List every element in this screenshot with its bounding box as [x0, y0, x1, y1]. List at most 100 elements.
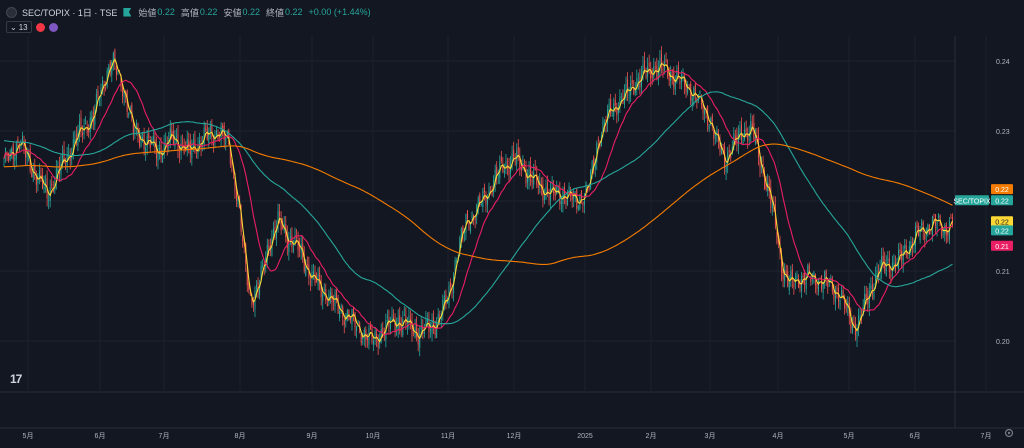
candle-body [685, 83, 687, 93]
candle-body [75, 134, 77, 144]
candle-body [938, 214, 940, 218]
candle-body [80, 117, 82, 129]
candle-body [859, 315, 861, 317]
candle-body [770, 187, 772, 205]
candle-body [947, 232, 949, 236]
y-tick-label: 0.23 [996, 129, 1010, 136]
candle-body [357, 321, 359, 323]
candle-body [166, 144, 168, 148]
candle-body [793, 284, 795, 287]
candle-body [494, 169, 496, 185]
candle-body [950, 217, 952, 219]
candle-body [751, 123, 753, 127]
candle-body [188, 140, 190, 146]
candle-body [902, 251, 904, 265]
candle-body [182, 142, 184, 144]
candle-body [764, 175, 766, 189]
candle-body [35, 176, 37, 185]
candle-body [814, 274, 816, 286]
candle-body [443, 295, 445, 304]
candle-body [434, 327, 436, 335]
candle-body [593, 157, 595, 167]
x-tick-label: 10月 [366, 432, 381, 440]
candle-body [240, 205, 242, 232]
x-tick-label: 11月 [441, 432, 455, 440]
candle-body [818, 278, 820, 292]
candle-body [642, 64, 644, 77]
candle-body [135, 123, 137, 128]
candle-body [741, 124, 743, 140]
candle-body [169, 128, 171, 141]
candle-body [918, 226, 920, 237]
candle-body [289, 236, 291, 238]
candle-body [180, 143, 182, 153]
candle-body [32, 168, 34, 178]
candle-body [68, 152, 70, 154]
candle-body [907, 257, 909, 259]
candle-body [266, 244, 268, 260]
candle-body [714, 134, 716, 137]
candle-body [894, 262, 896, 271]
candle-body [893, 261, 895, 266]
candle-body [591, 161, 593, 174]
candle-body [543, 196, 545, 201]
candle-body [567, 193, 569, 205]
candle-body [149, 142, 151, 149]
candle-body [152, 135, 154, 143]
candle-body [408, 315, 410, 322]
candle-body [106, 70, 108, 87]
gear-icon[interactable] [1004, 428, 1014, 438]
candle-body [460, 228, 462, 242]
close-value: 0.22 [285, 7, 303, 17]
candle-body [579, 195, 581, 209]
candle-body [102, 80, 104, 86]
candle-body [262, 264, 264, 266]
candle-body [933, 213, 935, 216]
candle-body [816, 281, 818, 289]
candle-body [454, 259, 456, 272]
indicator-toggle[interactable]: ⌄ 13 [6, 21, 32, 33]
tradingview-logo[interactable]: 17 [10, 372, 22, 386]
event-badge-icon[interactable] [48, 22, 58, 32]
candle-body [684, 76, 686, 87]
candle-body [466, 210, 468, 219]
candle-body [508, 165, 510, 175]
candle-body [505, 160, 507, 167]
candle-body [708, 125, 710, 130]
candle-body [132, 121, 134, 134]
candle-body [891, 263, 893, 272]
x-tick-label: 2月 [646, 432, 657, 440]
candle-body [668, 73, 670, 81]
candle-body [312, 271, 314, 275]
symbol-title[interactable]: SEC/TOPIX · 1日 · TSE [22, 7, 118, 18]
price-label: SEC/TOPIX [953, 198, 991, 205]
candle-body [231, 159, 233, 166]
candle-body [203, 127, 205, 145]
candle-body [548, 195, 550, 200]
candle-body [137, 126, 139, 137]
y-tick-label: 0.20 [996, 339, 1010, 346]
x-tick-label: 8月 [235, 432, 246, 440]
candle-body [235, 186, 237, 201]
candle-body [288, 240, 290, 253]
candle-body [314, 272, 316, 284]
price-label-bg [991, 184, 1013, 195]
candle-body [699, 90, 701, 94]
alert-badge-icon[interactable] [35, 22, 45, 32]
flag-icon[interactable] [123, 7, 132, 17]
candle-body [867, 295, 869, 304]
candle-body [138, 132, 140, 146]
candle-body [114, 49, 116, 63]
x-tick-label: 2025 [577, 433, 593, 440]
candle-body [265, 257, 267, 265]
candle-body [620, 99, 622, 101]
candle-body [761, 164, 763, 167]
candle-body [734, 136, 736, 139]
candle-body [488, 186, 490, 195]
candle-body [665, 59, 667, 62]
candle-body [597, 139, 599, 140]
candle-body [479, 194, 481, 206]
candle-body [272, 228, 274, 236]
